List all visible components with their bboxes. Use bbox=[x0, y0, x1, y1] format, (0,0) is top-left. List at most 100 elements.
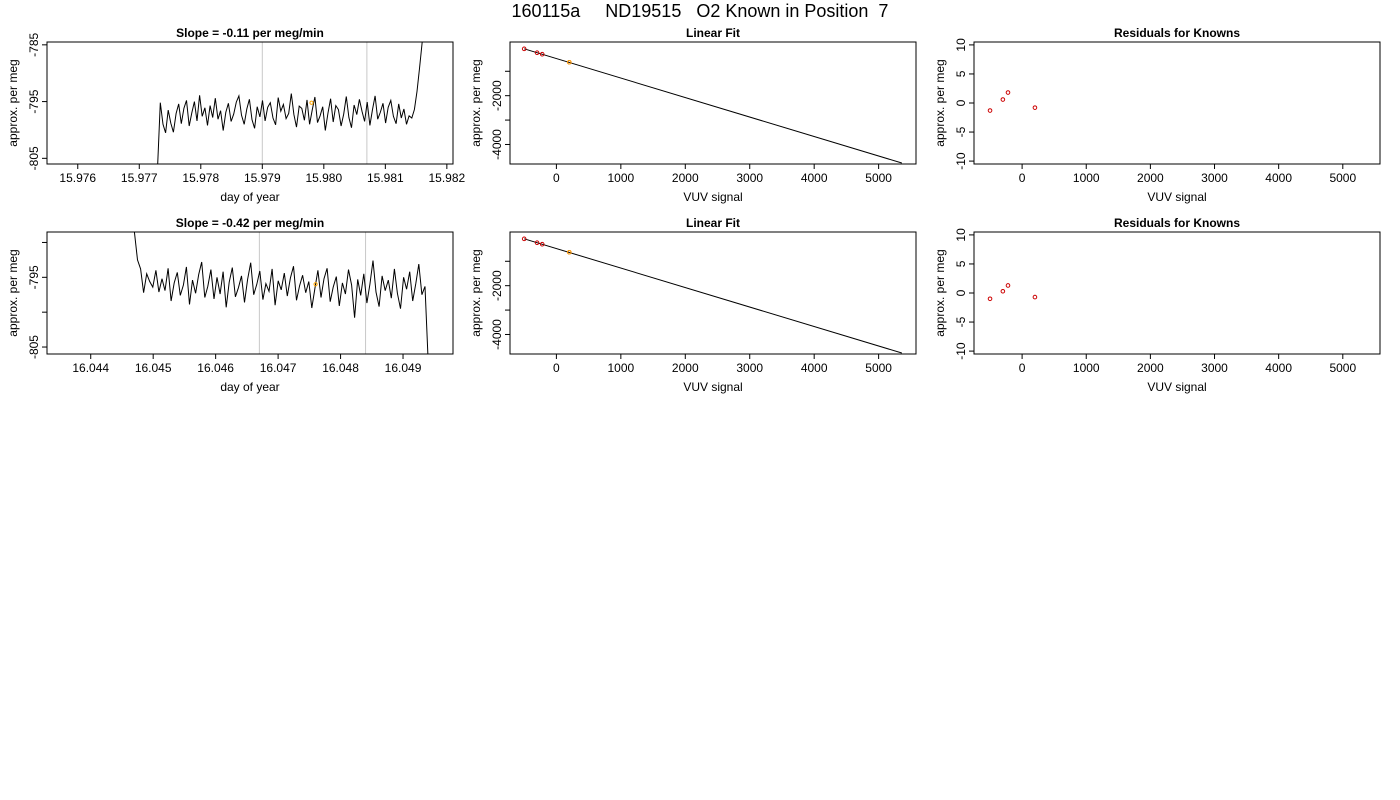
panel-title: Residuals for Knowns bbox=[1114, 26, 1240, 40]
x-axis-label: day of year bbox=[220, 190, 279, 204]
x-axis-label: VUV signal bbox=[683, 380, 742, 394]
data-point bbox=[521, 46, 527, 52]
plot-frame bbox=[973, 41, 1381, 165]
y-tick-label: -785 bbox=[27, 33, 41, 57]
panel-1: Slope = -0.11 per meg/min 15.976 15.977 15.… bbox=[6, 26, 466, 204]
x-tick-label: 4000 bbox=[801, 171, 828, 185]
x-tick-label: 0 bbox=[1019, 171, 1026, 185]
y-tick-label: -2000 bbox=[490, 270, 504, 301]
x-tick-label: 3000 bbox=[736, 171, 763, 185]
x-tick-label: 16.045 bbox=[135, 361, 172, 375]
highlight-marker bbox=[309, 100, 314, 105]
y-tick-label: 10 bbox=[954, 38, 968, 52]
panel-3: Residuals for Knowns 0 1000 2000 3000 4000 500… bbox=[933, 26, 1381, 204]
data-point bbox=[534, 240, 540, 246]
highlight-marker bbox=[313, 282, 318, 287]
data-point bbox=[539, 241, 545, 247]
x-tick-label: 5000 bbox=[865, 361, 892, 375]
y-axis-label: approx. per meg bbox=[469, 59, 483, 146]
y-axis-label: approx. per meg bbox=[469, 249, 483, 336]
x-tick-label: 15.976 bbox=[59, 171, 96, 185]
y-tick-label: -2000 bbox=[490, 80, 504, 111]
y-axis-label: approx. per meg bbox=[6, 249, 20, 336]
panel-title: Slope = -0.42 per meg/min bbox=[176, 216, 324, 230]
x-tick-label: 1000 bbox=[1073, 361, 1100, 375]
x-tick-label: 16.046 bbox=[197, 361, 234, 375]
plot-frame bbox=[509, 231, 917, 355]
plot-frame bbox=[46, 231, 454, 355]
fit-line bbox=[524, 238, 902, 354]
panel-5: Linear Fit 0 1000 2000 3000 4000 5000 -4000 -200… bbox=[469, 216, 917, 394]
x-tick-label: 16.047 bbox=[260, 361, 297, 375]
plot-area bbox=[987, 90, 1038, 113]
data-point bbox=[1000, 288, 1006, 294]
y-axis-label: approx. per meg bbox=[6, 59, 20, 146]
data-point bbox=[987, 296, 993, 302]
x-tick-label: 2000 bbox=[672, 171, 699, 185]
x-tick-label: 15.977 bbox=[121, 171, 158, 185]
panel-title: Linear Fit bbox=[686, 26, 740, 40]
y-tick-label: 10 bbox=[954, 228, 968, 242]
y-tick-label: 5 bbox=[954, 260, 968, 267]
data-point bbox=[1005, 283, 1011, 288]
x-tick-label: 15.980 bbox=[305, 171, 342, 185]
y-axis-label: approx. per meg bbox=[933, 249, 947, 336]
panel-4: Slope = -0.42 per meg/min 16.044 16.045 16.… bbox=[6, 216, 454, 394]
y-tick-label: -10 bbox=[954, 152, 968, 170]
x-tick-label: 5000 bbox=[1329, 361, 1356, 375]
plot-area bbox=[521, 46, 902, 164]
y-tick-label: -795 bbox=[27, 265, 41, 289]
data-point bbox=[539, 51, 545, 57]
x-tick-label: 15.978 bbox=[182, 171, 219, 185]
x-axis-label: VUV signal bbox=[683, 190, 742, 204]
x-tick-label: 5000 bbox=[865, 171, 892, 185]
x-tick-label: 3000 bbox=[736, 361, 763, 375]
fit-line bbox=[524, 48, 902, 164]
x-tick-label: 2000 bbox=[1137, 361, 1164, 375]
x-tick-label: 16.048 bbox=[322, 361, 359, 375]
panel-title: Slope = -0.11 per meg/min bbox=[176, 26, 324, 40]
x-tick-label: 4000 bbox=[1265, 171, 1292, 185]
data-point bbox=[1032, 105, 1038, 110]
x-tick-label: 15.979 bbox=[244, 171, 281, 185]
x-tick-label: 4000 bbox=[1265, 361, 1292, 375]
data-line bbox=[157, 42, 423, 164]
y-tick-label: 5 bbox=[954, 70, 968, 77]
x-tick-label: 16.044 bbox=[72, 361, 109, 375]
x-tick-label: 0 bbox=[1019, 361, 1026, 375]
plot-area bbox=[133, 232, 429, 354]
x-tick-label: 3000 bbox=[1201, 171, 1228, 185]
plot-frame bbox=[973, 231, 1381, 355]
data-line bbox=[133, 232, 429, 354]
data-point bbox=[1000, 97, 1006, 102]
x-axis-label: VUV signal bbox=[1147, 190, 1206, 204]
x-tick-label: 15.982 bbox=[428, 171, 465, 185]
data-point bbox=[1032, 294, 1038, 300]
y-tick-label: -10 bbox=[954, 342, 968, 360]
x-tick-label: 1000 bbox=[1073, 171, 1100, 185]
data-point bbox=[566, 249, 572, 255]
panel-title: Linear Fit bbox=[686, 216, 740, 230]
x-tick-label: 1000 bbox=[607, 171, 634, 185]
x-tick-label: 5000 bbox=[1329, 171, 1356, 185]
x-axis-label: day of year bbox=[220, 380, 279, 394]
x-tick-label: 2000 bbox=[672, 361, 699, 375]
x-tick-label: 1000 bbox=[607, 361, 634, 375]
y-tick-label: -5 bbox=[954, 316, 968, 327]
x-tick-label: 0 bbox=[553, 171, 560, 185]
panel-6: Residuals for Knowns 0 1000 2000 3000 4000 500… bbox=[933, 216, 1381, 394]
x-axis-label: VUV signal bbox=[1147, 380, 1206, 394]
plot-area bbox=[987, 283, 1038, 302]
panel-2: Linear Fit 0 1000 2000 3000 4000 5000 -4000 -200… bbox=[469, 26, 917, 204]
data-point bbox=[1005, 90, 1011, 95]
x-tick-label: 0 bbox=[553, 361, 560, 375]
y-tick-label: -4000 bbox=[490, 319, 504, 350]
data-point bbox=[566, 59, 572, 65]
x-tick-label: 3000 bbox=[1201, 361, 1228, 375]
y-tick-label: 0 bbox=[954, 289, 968, 296]
plot-frame bbox=[509, 41, 917, 165]
y-tick-label: -805 bbox=[27, 146, 41, 170]
plot-frame bbox=[46, 41, 454, 165]
y-tick-label: -795 bbox=[27, 89, 41, 113]
